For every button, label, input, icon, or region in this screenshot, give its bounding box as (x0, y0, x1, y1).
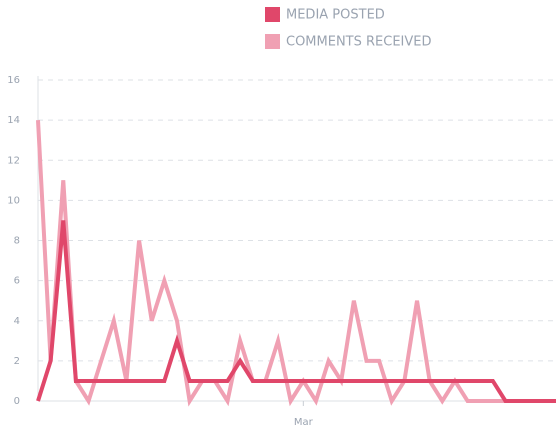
legend-swatch (265, 7, 280, 22)
y-tick-label: 6 (14, 276, 20, 287)
legend-swatch (265, 34, 280, 49)
y-tick-label: 12 (7, 155, 20, 166)
legend-label: MEDIA POSTED (286, 8, 385, 23)
y-tick-label: 8 (14, 236, 20, 247)
y-tick-label: 10 (7, 195, 20, 206)
y-tick-label: 4 (14, 316, 20, 327)
y-tick-label: 14 (7, 115, 20, 126)
y-tick-label: 0 (14, 396, 20, 407)
legend-label: COMMENTS RECEIVED (286, 35, 432, 50)
data-line (36, 220, 556, 403)
y-tick-label: 16 (7, 75, 20, 86)
y-tick-label: 2 (14, 356, 20, 367)
data-line (36, 120, 556, 407)
x-tick-label: Mar (294, 417, 314, 428)
